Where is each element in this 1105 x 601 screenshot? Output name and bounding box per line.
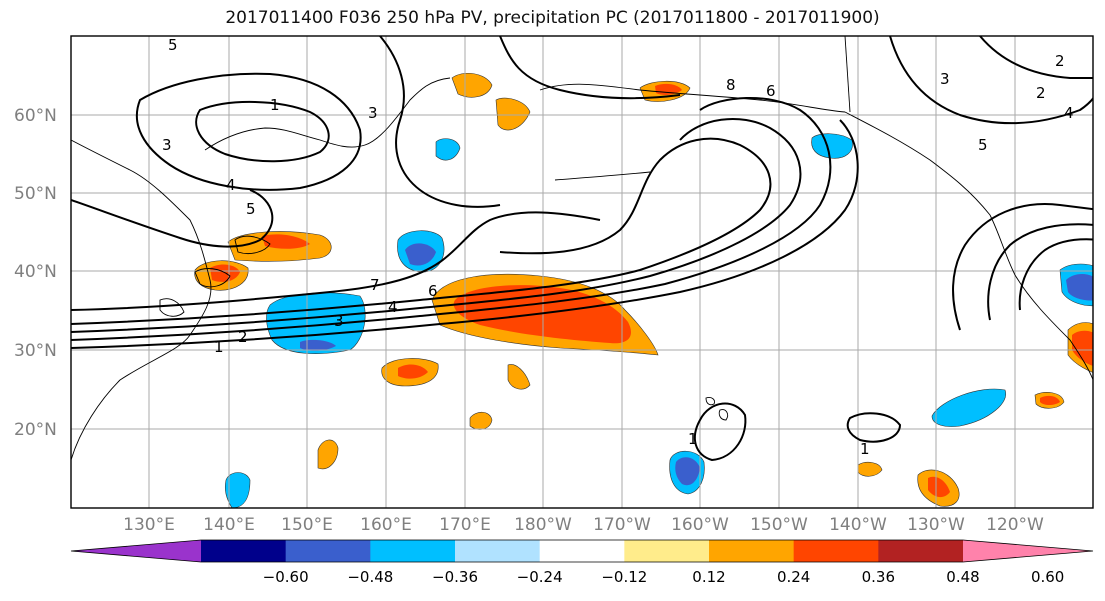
colorbar-swatch [624, 540, 710, 562]
precip-positive-region [495, 97, 531, 131]
precip-positive-region [507, 364, 531, 390]
colorbar-tick-label: −0.24 [517, 568, 563, 586]
lon-label: 170°W [593, 515, 651, 535]
precip-positive-core [398, 364, 428, 379]
colorbar-tick-label: 0.36 [862, 568, 895, 586]
precip-positive-core [1040, 395, 1060, 405]
lat-label: 30°N [14, 341, 57, 361]
colorbar-swatch [201, 540, 287, 562]
contour-label: 3 [162, 136, 172, 154]
latitude-labels: 60°N 50°N 40°N 30°N 20°N [14, 106, 57, 440]
lon-label: 120°W [986, 515, 1044, 535]
contour-label: 4 [226, 176, 236, 194]
contour-label: 7 [370, 276, 380, 294]
contour-label: 6 [766, 82, 776, 100]
longitude-labels: 130°E 140°E 150°E 160°E 170°E 180°W 170°… [123, 515, 1044, 535]
colorbar-tick-label: −0.12 [601, 568, 647, 586]
precip-negative-region [811, 133, 853, 159]
contour-label: 1 [688, 430, 698, 448]
colorbar-tick-label: −0.60 [263, 568, 309, 586]
lon-label: 170°E [439, 515, 491, 535]
gridlines [71, 36, 1093, 508]
precip-positive-region [857, 461, 883, 477]
precip-negative-region [435, 138, 461, 161]
colorbar-extend-low [71, 540, 201, 562]
colorbar-swatch [793, 540, 879, 562]
lon-label: 150°E [281, 515, 333, 535]
coastlines [71, 36, 1093, 461]
colorbar-swatch [370, 540, 456, 562]
precip-positive-region [317, 439, 339, 470]
precip-negative-region [931, 388, 1007, 427]
colorbar-swatch [539, 540, 625, 562]
contour-label: 3 [334, 312, 344, 330]
contour-label: 2 [1036, 84, 1046, 102]
precip-positive-core [262, 234, 310, 249]
lon-label: 140°E [203, 515, 255, 535]
contour-labels: 5 1 3 4 5 3 8 6 3 2 4 5 2 7 6 4 3 2 1 1 … [162, 36, 1074, 458]
colorbar-tick-label: −0.48 [347, 568, 393, 586]
contour-label: 5 [246, 200, 256, 218]
lat-label: 50°N [14, 184, 57, 204]
colorbar-swatch [878, 540, 964, 562]
contour-label: 2 [238, 328, 248, 346]
pv-contours [71, 36, 1093, 462]
lon-label: 140°W [829, 515, 887, 535]
lon-label: 160°E [360, 515, 412, 535]
contour-label: 1 [270, 96, 280, 114]
precip-negative-core [1066, 274, 1093, 301]
precip-negative-core [675, 457, 700, 486]
contour-label: 3 [368, 104, 378, 122]
colorbar-tick-label: −0.36 [432, 568, 478, 586]
contour-label: 5 [978, 136, 988, 154]
lon-label: 130°W [907, 515, 965, 535]
precip-positive-region [451, 72, 493, 98]
contour-label: 1 [214, 338, 224, 356]
colorbar-swatch [285, 540, 371, 562]
colorbar-tick-label: 0.60 [1031, 568, 1064, 586]
colorbar-tick-label: 0.24 [777, 568, 810, 586]
precip-positive-region [469, 411, 493, 430]
precip-negative-core [405, 243, 436, 266]
contour-label: 1 [860, 440, 870, 458]
lon-label: 150°W [750, 515, 808, 535]
precip-shading [194, 72, 1093, 508]
contour-label: 8 [726, 76, 736, 94]
map-frame [70, 35, 1094, 509]
colorbar-tick-label: 0.12 [692, 568, 725, 586]
contour-label: 4 [1064, 104, 1074, 122]
colorbar-tick-label: 0.48 [946, 568, 979, 586]
contour-label: 3 [940, 70, 950, 88]
lon-label: 160°W [671, 515, 729, 535]
contour-label: 5 [168, 36, 178, 54]
lat-label: 20°N [14, 420, 57, 440]
precip-positive-core [210, 264, 240, 282]
lat-label: 40°N [14, 262, 57, 282]
colorbar-swatch [709, 540, 795, 562]
lat-label: 60°N [14, 106, 57, 126]
contour-label: 4 [388, 298, 398, 316]
lon-label: 130°E [123, 515, 175, 535]
colorbar: −0.60 −0.48 −0.36 −0.24 −0.12 0.12 0.24 0.36 0.4… [70, 539, 1094, 586]
precip-positive-core [1072, 330, 1093, 367]
colorbar-swatch [455, 540, 541, 562]
precip-positive-core [928, 476, 950, 498]
contour-label: 2 [1055, 52, 1065, 70]
lon-label: 180°W [514, 515, 572, 535]
colorbar-outline [70, 539, 1094, 563]
contour-label: 6 [428, 282, 438, 300]
map-title: 2017011400 F036 250 hPa PV, precipitatio… [225, 8, 880, 28]
colorbar-extend-high [963, 540, 1093, 562]
precip-negative-core [300, 339, 336, 351]
precip-negative-region [224, 472, 251, 508]
